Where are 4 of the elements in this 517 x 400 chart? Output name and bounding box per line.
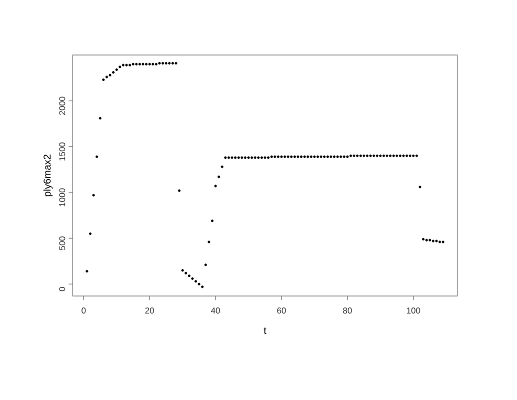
- x-tick-label: 80: [343, 308, 352, 314]
- y-tick-label: 2000: [59, 96, 66, 115]
- x-tick-label: 60: [277, 308, 286, 314]
- x-tick-label: 100: [406, 308, 420, 314]
